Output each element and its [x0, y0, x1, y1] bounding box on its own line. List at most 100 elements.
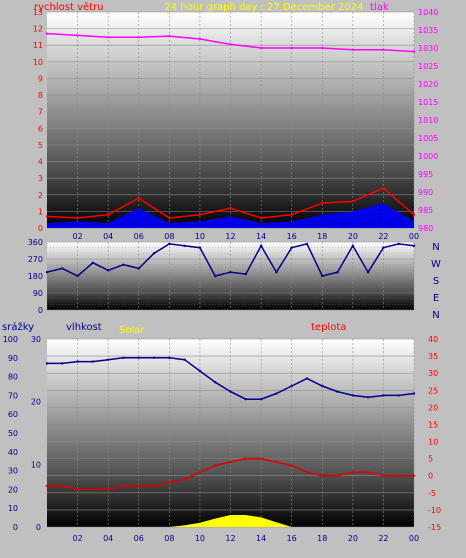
- temperature-tick-label: 5: [428, 455, 433, 464]
- wind-speed-point: [321, 201, 324, 205]
- humidity-x-tick-label: 04: [103, 534, 113, 543]
- compass-label: N: [432, 310, 439, 321]
- wind-x-tick-label: 10: [195, 232, 205, 241]
- wind-x-tick-label: 06: [134, 232, 144, 241]
- temperature-axis-title: teplota: [311, 322, 346, 333]
- wind-direction-point: [152, 252, 156, 255]
- humidity-point: [76, 360, 79, 363]
- pressure-point: [45, 32, 49, 35]
- humidity-point: [321, 384, 324, 388]
- wind-direction-point: [183, 244, 186, 247]
- humidity-tick-label: 20: [31, 398, 41, 407]
- rain-tick-label: 0: [13, 523, 18, 532]
- temperature-tick-label: 15: [428, 420, 438, 429]
- wind-speed-tick-label: 7: [38, 108, 43, 117]
- direction-tick-label: 270: [28, 255, 43, 264]
- temperature-point: [397, 474, 400, 477]
- pressure-point: [382, 48, 385, 51]
- temperature-tick-label: 20: [428, 403, 438, 412]
- wind-speed-tick-label: 10: [33, 58, 43, 67]
- wind-direction-point: [106, 269, 110, 272]
- rain-tick-label: 10: [8, 504, 18, 513]
- wind-speed-tick-label: 11: [33, 41, 43, 50]
- rain-tick-label: 90: [8, 354, 18, 363]
- humidity-point: [397, 394, 400, 397]
- compass-label: E: [433, 293, 439, 304]
- wind-speed-point: [106, 213, 110, 216]
- humidity-x-tick-label: 20: [348, 534, 358, 543]
- wind-speed-point: [290, 213, 293, 216]
- wind-speed-axis-title: rychlost větru: [34, 1, 104, 13]
- humidity-x-tick-label: 14: [256, 534, 266, 543]
- temperature-point: [366, 471, 370, 474]
- temperature-point: [168, 481, 171, 484]
- humidity-x-tick-label: 10: [195, 534, 205, 543]
- wind-direction-point: [321, 274, 324, 278]
- humidity-temperature-series: [45, 356, 416, 527]
- wind-speed-tick-label: 4: [38, 158, 43, 167]
- wind-speed-tick-label: 5: [38, 141, 43, 150]
- direction-tick-label: 360: [28, 238, 43, 247]
- pressure-tick-label: 1000: [418, 152, 438, 161]
- humidity-point: [305, 377, 309, 380]
- humidity-tick-label: 30: [31, 335, 41, 344]
- humidity-point: [106, 358, 110, 361]
- temperature-point: [321, 474, 324, 477]
- wind-speed-tick-label: 9: [38, 74, 43, 83]
- humidity-x-tick-label: 02: [72, 534, 82, 543]
- wind-pressure-grid: [47, 11, 415, 229]
- temperature-point: [198, 471, 202, 474]
- wind-x-tick-label: 22: [378, 232, 388, 241]
- temperature-point: [122, 484, 125, 488]
- pressure-point: [76, 34, 79, 37]
- humidity-point: [351, 394, 355, 397]
- pressure-tick-label: 1020: [418, 80, 438, 89]
- temperature-point: [351, 471, 355, 474]
- temperature-point: [214, 464, 217, 467]
- humidity-ticks: 0 10 20 30: [31, 335, 41, 532]
- wind-direction-point: [229, 271, 232, 274]
- compass-label: S: [433, 276, 439, 287]
- pressure-tick-label: 995: [418, 170, 433, 179]
- humidity-point: [275, 392, 278, 395]
- humidity-point: [91, 360, 95, 363]
- wind-direction-point: [91, 261, 95, 264]
- wind-direction-point: [397, 242, 400, 246]
- rain-axis-title: srážky: [2, 321, 34, 333]
- wind-x-tick-label: 18: [317, 232, 327, 241]
- humidity-x-tick-label: 00: [409, 534, 419, 543]
- pressure-axis-title: tlak: [370, 2, 389, 13]
- humidity-point: [214, 381, 217, 384]
- pressure-point: [290, 46, 293, 50]
- humidity-x-tick-label: 22: [378, 534, 388, 543]
- humidity-point: [45, 362, 49, 365]
- temperature-point: [61, 484, 64, 488]
- wind-direction-point: [412, 244, 416, 247]
- wind-direction-point: [61, 267, 64, 270]
- rain-ticks: 0 10 20 30 40 50 60 70 80 90 100: [3, 335, 18, 532]
- direction-tick-label: 90: [33, 289, 43, 298]
- temperature-point: [290, 464, 293, 467]
- wind-speed-point: [382, 186, 385, 190]
- temperature-point: [229, 460, 232, 464]
- wind-speed-tick-label: 0: [38, 224, 43, 233]
- compass-label: N: [432, 242, 439, 253]
- direction-tick-label: 0: [38, 306, 43, 315]
- temperature-point: [305, 471, 309, 474]
- humidity-point: [198, 369, 202, 373]
- temperature-point: [106, 488, 110, 491]
- pressure-tick-label: 1015: [418, 98, 438, 107]
- wind-direction-point: [290, 246, 293, 249]
- wind-x-tick-label: 04: [103, 232, 113, 241]
- temperature-point: [382, 474, 385, 477]
- humidity-tick-label: 0: [36, 523, 41, 532]
- wind-direction-point: [137, 267, 140, 270]
- humidity-point: [336, 390, 339, 393]
- wind-direction-point: [45, 271, 49, 274]
- temperature-point: [183, 477, 186, 481]
- temperature-point: [76, 488, 79, 491]
